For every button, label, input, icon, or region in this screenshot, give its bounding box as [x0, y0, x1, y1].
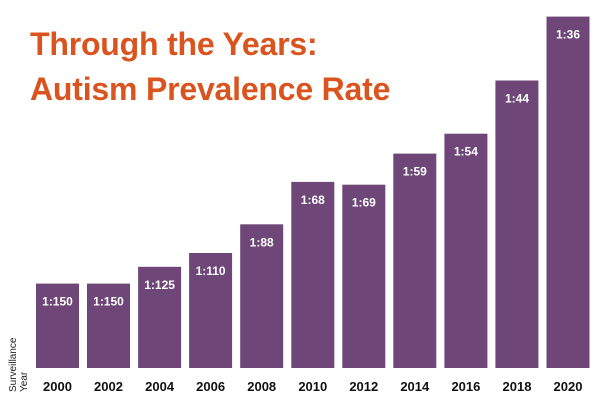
- x-tick-label-2004: 2004: [145, 379, 175, 394]
- x-tick-label-2002: 2002: [94, 379, 123, 394]
- x-axis-title-line-2: Year: [19, 371, 30, 392]
- x-tick-label-2016: 2016: [451, 379, 480, 394]
- bar-2020: [546, 16, 590, 368]
- bar-value-label-2016: 1:54: [454, 145, 478, 159]
- x-tick-label-2012: 2012: [349, 379, 378, 394]
- x-axis-title-line-1: Surveillance: [8, 337, 19, 392]
- bar-2008: [240, 224, 284, 368]
- bar-value-label-2020: 1:36: [556, 28, 580, 42]
- chart-title-line-1: Through the Years:: [30, 26, 318, 62]
- x-axis-title: Surveillance Year: [8, 335, 30, 392]
- bar-value-label-2006: 1:110: [196, 264, 226, 278]
- bar-value-label-2014: 1:59: [403, 165, 427, 179]
- bar-2018: [495, 80, 539, 368]
- bar-value-label-2004: 1:125: [144, 278, 175, 292]
- x-tick-label-2018: 2018: [503, 379, 532, 394]
- bar-2014: [393, 153, 437, 368]
- chart-title: Through the Years: Autism Prevalence Rat…: [30, 22, 390, 112]
- bar-value-label-2000: 1:150: [42, 295, 73, 309]
- bar-2004: [138, 266, 182, 368]
- x-tick-label-2006: 2006: [196, 379, 225, 394]
- x-tick-label-2000: 2000: [43, 379, 72, 394]
- x-tick-label-2008: 2008: [247, 379, 276, 394]
- chart-title-line-2: Autism Prevalence Rate: [30, 71, 391, 107]
- x-tick-label-2020: 2020: [554, 379, 583, 394]
- bar-label-group: 1:150 1:150 1:125 1:110 1:88 1:68 1:69 1:59 1:54…: [42, 28, 580, 309]
- bar-group: [36, 16, 590, 368]
- bar-2016: [444, 133, 488, 368]
- bar-value-label-2010: 1:68: [301, 193, 325, 207]
- bar-2002: [87, 283, 130, 368]
- x-tick-label-group: 2000 2002 2004 2006 2008 2010 2012 2014 2016 2018…: [43, 379, 582, 394]
- bar-2010: [291, 181, 335, 368]
- bar-2000: [36, 283, 79, 368]
- x-tick-label-2014: 2014: [400, 379, 430, 394]
- bar-value-label-2008: 1:88: [250, 235, 274, 249]
- x-tick-label-2010: 2010: [298, 379, 327, 394]
- bar-value-label-2002: 1:150: [93, 295, 124, 309]
- bar-2012: [342, 184, 386, 368]
- bar-2006: [189, 253, 233, 368]
- bar-value-label-2018: 1:44: [505, 92, 529, 106]
- bar-value-label-2012: 1:69: [352, 196, 376, 210]
